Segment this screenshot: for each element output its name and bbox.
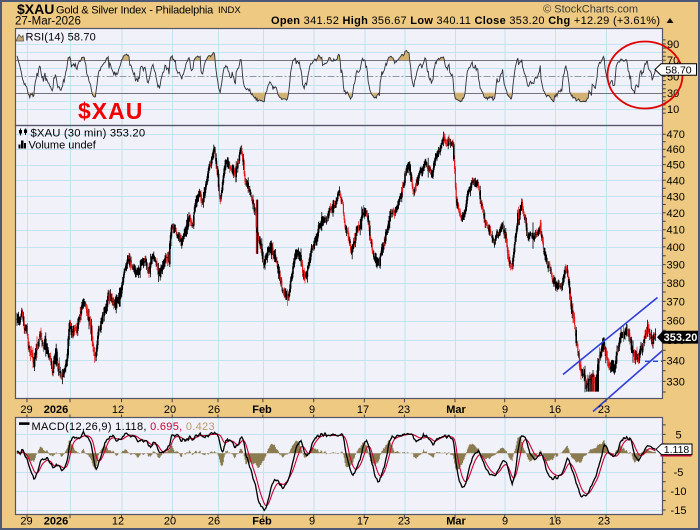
svg-text:340: 340 xyxy=(667,356,685,368)
svg-text:470: 470 xyxy=(667,129,685,141)
svg-text:9: 9 xyxy=(502,404,508,416)
svg-text:16: 16 xyxy=(549,516,561,528)
svg-text:Mar: Mar xyxy=(446,404,466,416)
svg-text:Open 341.52 High 356.67 Low 34: Open 341.52 High 356.67 Low 340.11 Close… xyxy=(271,15,660,27)
svg-text:360: 360 xyxy=(667,316,685,328)
svg-text:17: 17 xyxy=(357,516,369,528)
svg-text:INDX: INDX xyxy=(218,5,241,16)
svg-text:30: 30 xyxy=(667,88,679,100)
svg-text:430: 430 xyxy=(667,191,685,203)
svg-text:370: 370 xyxy=(667,296,685,308)
svg-text:26: 26 xyxy=(208,404,220,416)
svg-text:440: 440 xyxy=(667,175,685,187)
svg-text:380: 380 xyxy=(667,278,685,290)
svg-text:12: 12 xyxy=(112,404,124,416)
svg-text:20: 20 xyxy=(164,404,176,416)
svg-text:353.20: 353.20 xyxy=(664,332,698,344)
svg-text:29: 29 xyxy=(20,516,32,528)
svg-text:20: 20 xyxy=(164,516,176,528)
svg-text:RSI(14) 58.70: RSI(14) 58.70 xyxy=(26,32,96,44)
svg-text:$XAU: $XAU xyxy=(17,1,54,17)
svg-text:MACD(12,26,9) 1.118, 0.695, 0.: MACD(12,26,9) 1.118, 0.695, 0.423 xyxy=(32,421,215,433)
svg-text:Feb: Feb xyxy=(252,516,272,528)
svg-text:410: 410 xyxy=(667,225,685,237)
svg-text:© StockCharts.com: © StockCharts.com xyxy=(543,4,638,16)
svg-text:Volume undef: Volume undef xyxy=(29,140,97,152)
svg-text:23: 23 xyxy=(598,516,610,528)
svg-text:-5: -5 xyxy=(674,467,684,479)
svg-text:9: 9 xyxy=(309,404,315,416)
svg-text:460: 460 xyxy=(667,144,685,156)
svg-text:23: 23 xyxy=(598,404,610,416)
svg-text:29: 29 xyxy=(20,404,32,416)
svg-text:$XAU: $XAU xyxy=(78,98,143,124)
svg-text:400: 400 xyxy=(667,242,685,254)
svg-text:Gold & Silver Index - Philadel: Gold & Silver Index - Philadelphia xyxy=(56,5,214,17)
svg-text:420: 420 xyxy=(667,208,685,220)
svg-text:330: 330 xyxy=(667,376,685,388)
svg-text:$XAU (30 min) 353.20: $XAU (30 min) 353.20 xyxy=(31,128,146,140)
svg-text:12: 12 xyxy=(112,516,124,528)
svg-text:10: 10 xyxy=(667,104,679,116)
svg-text:23: 23 xyxy=(398,516,410,528)
svg-text:23: 23 xyxy=(398,404,410,416)
svg-text:9: 9 xyxy=(502,516,508,528)
svg-text:390: 390 xyxy=(667,260,685,272)
svg-text:9: 9 xyxy=(309,516,315,528)
svg-text:1.118: 1.118 xyxy=(664,444,690,456)
svg-text:-15: -15 xyxy=(671,505,687,517)
svg-text:27-Mar-2026: 27-Mar-2026 xyxy=(15,16,81,28)
svg-text:-10: -10 xyxy=(671,486,687,498)
svg-text:2026: 2026 xyxy=(44,516,68,528)
svg-text:Feb: Feb xyxy=(252,404,272,416)
svg-text:16: 16 xyxy=(549,404,561,416)
svg-text:Mar: Mar xyxy=(446,516,466,528)
svg-text:58.70: 58.70 xyxy=(665,64,691,76)
svg-text:26: 26 xyxy=(208,516,220,528)
svg-text:90: 90 xyxy=(667,39,679,51)
svg-text:450: 450 xyxy=(667,160,685,172)
svg-text:2026: 2026 xyxy=(44,404,68,416)
svg-text:17: 17 xyxy=(357,404,369,416)
svg-text:5: 5 xyxy=(675,429,681,441)
